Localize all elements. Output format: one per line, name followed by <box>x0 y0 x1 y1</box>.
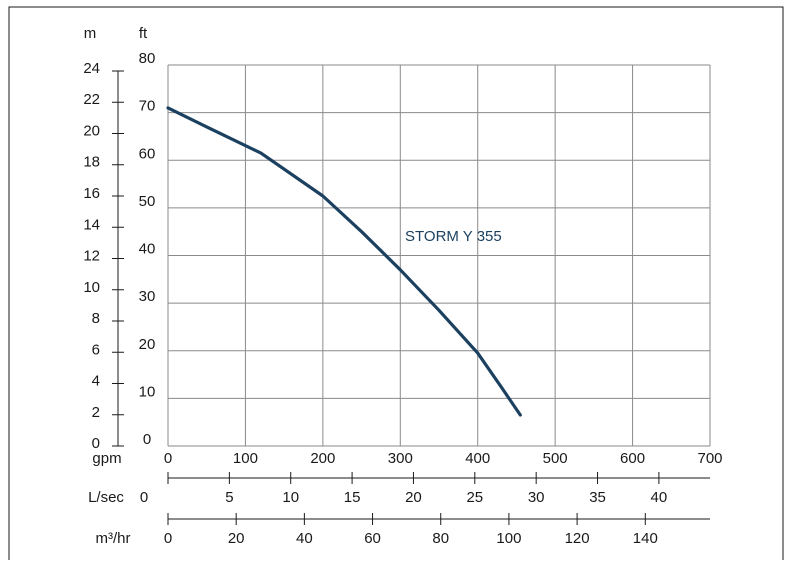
secondary-tick-label: 0 <box>164 530 172 547</box>
m-tick-label: 14 <box>83 216 100 233</box>
x-axis-label-gpm: gpm <box>92 450 121 467</box>
performance-curve <box>166 106 522 417</box>
secondary-tick-label: 15 <box>344 489 361 506</box>
ft-tick-label: 80 <box>139 50 156 67</box>
secondary-tick-label: 10 <box>282 489 299 506</box>
m-tick-label: 4 <box>92 373 100 390</box>
ft-tick-label: 0 <box>143 431 151 448</box>
m-tick-label: 0 <box>92 435 100 452</box>
m-tick-label: 12 <box>83 248 100 265</box>
gpm-tick-label: 300 <box>388 450 413 467</box>
secondary-tick-label: 20 <box>405 489 422 506</box>
secondary-tick-label: 40 <box>296 530 313 547</box>
secondary-tick-label: 60 <box>364 530 381 547</box>
secondary-tick-label: 40 <box>651 489 668 506</box>
ft-tick-label: 30 <box>139 288 156 305</box>
secondary-axis-label: m³/hr <box>96 530 131 547</box>
gpm-tick-label: 600 <box>620 450 645 467</box>
gpm-tick-label: 200 <box>310 450 335 467</box>
secondary-tick-label: 100 <box>496 530 521 547</box>
m-tick-label: 18 <box>83 154 100 171</box>
ft-tick-label: 40 <box>139 241 156 258</box>
ft-tick-label: 50 <box>139 193 156 210</box>
secondary-tick-label: 140 <box>633 530 658 547</box>
secondary-tick-label: 0 <box>140 489 148 506</box>
secondary-tick-label: 80 <box>432 530 449 547</box>
m-tick-label: 20 <box>83 122 100 139</box>
axes <box>112 70 710 525</box>
secondary-tick-label: 30 <box>528 489 545 506</box>
secondary-axis-label: L/sec <box>88 489 124 506</box>
secondary-tick-label: 25 <box>466 489 483 506</box>
grid <box>167 64 711 447</box>
ft-tick-label: 60 <box>139 145 156 162</box>
m-tick-label: 8 <box>92 310 100 327</box>
m-tick-label: 6 <box>92 341 100 358</box>
m-tick-label: 24 <box>83 60 100 77</box>
outer-frame <box>8 6 784 565</box>
y-axis-label-m: m <box>84 25 97 42</box>
labels: m ft0246810121416182022240102030405060708… <box>83 25 722 547</box>
secondary-tick-label: 120 <box>565 530 590 547</box>
gpm-tick-label: 500 <box>543 450 568 467</box>
series-label: STORM Y 355 <box>405 228 502 245</box>
gpm-tick-label: 0 <box>164 450 172 467</box>
series <box>166 106 522 417</box>
m-tick-label: 10 <box>83 279 100 296</box>
m-tick-label: 2 <box>92 404 100 421</box>
y-axis-label-ft: ft <box>139 25 148 42</box>
secondary-tick-label: 35 <box>589 489 606 506</box>
m-tick-label: 16 <box>83 185 100 202</box>
ft-tick-label: 20 <box>139 336 156 353</box>
secondary-tick-label: 20 <box>228 530 245 547</box>
ft-tick-label: 70 <box>139 98 156 115</box>
m-tick-label: 22 <box>83 91 100 108</box>
gpm-tick-label: 700 <box>697 450 722 467</box>
secondary-tick-label: 5 <box>225 489 233 506</box>
gpm-tick-label: 100 <box>233 450 258 467</box>
ft-tick-label: 10 <box>139 383 156 400</box>
gpm-tick-label: 400 <box>465 450 490 467</box>
